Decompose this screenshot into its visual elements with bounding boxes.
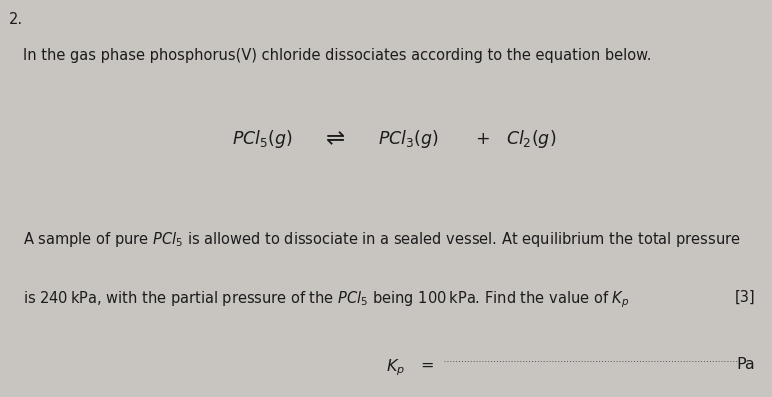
Text: $PCl_3(g)$: $PCl_3(g)$ [378,128,439,150]
Text: In the gas phase phosphorus(V) chloride dissociates according to the equation be: In the gas phase phosphorus(V) chloride … [23,48,652,63]
Text: Pa: Pa [736,357,755,372]
Text: =: = [421,357,434,372]
Text: A sample of pure $PCl_5$ is allowed to dissociate in a sealed vessel. At equilib: A sample of pure $PCl_5$ is allowed to d… [23,230,741,249]
Text: $K_p$: $K_p$ [386,357,405,378]
Text: ⇌: ⇌ [327,127,345,150]
Text: $PCl_5(g)$: $PCl_5(g)$ [232,128,293,150]
Text: +: + [476,130,489,148]
Text: $Cl_2(g)$: $Cl_2(g)$ [506,128,556,150]
Text: [3]: [3] [734,290,755,305]
Text: 2.: 2. [9,12,23,27]
Text: is 240 kPa, with the partial pressure of the $PCl_5$ being 100 kPa. Find the val: is 240 kPa, with the partial pressure of… [23,290,630,310]
